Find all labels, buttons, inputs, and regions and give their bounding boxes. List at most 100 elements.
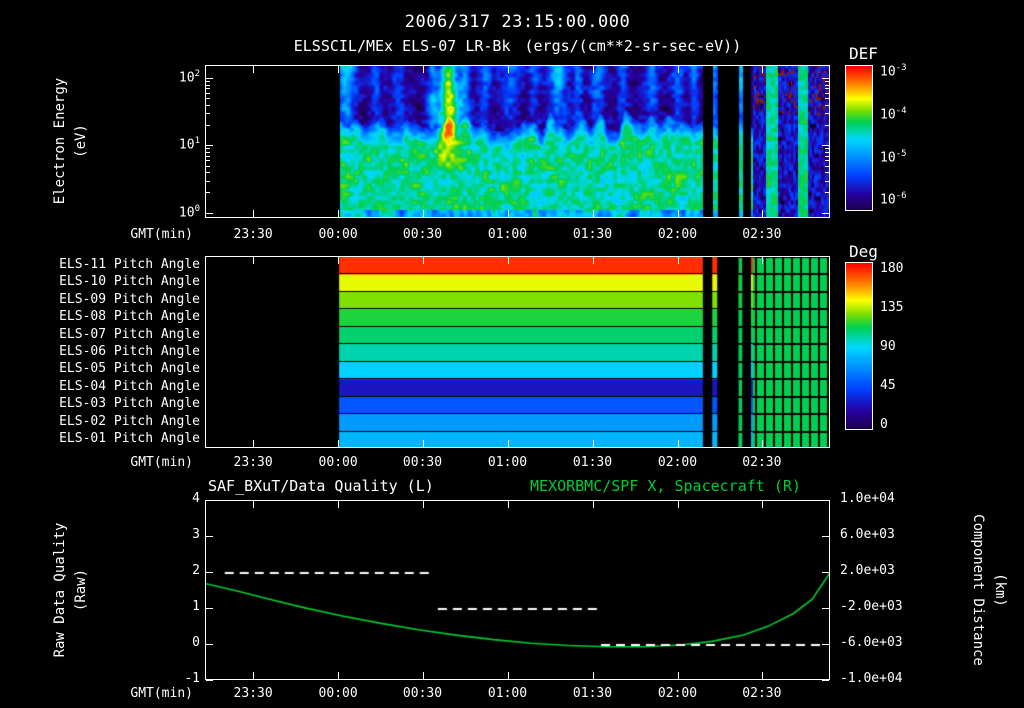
x-tick-label: 01:00 <box>487 455 528 470</box>
x-tick-label: 01:00 <box>487 227 528 242</box>
tick-mark <box>822 680 829 681</box>
tick-mark <box>592 66 594 73</box>
x-tick-label: 02:00 <box>657 686 698 701</box>
x-tick-label: 00:30 <box>402 686 443 701</box>
tick-mark <box>822 500 829 501</box>
tick-mark <box>206 151 210 153</box>
gmt-axis-label: GMT(min) <box>130 227 193 242</box>
tick-mark <box>822 536 829 537</box>
tick-mark <box>592 672 594 679</box>
left-axis-tick-label: 4 <box>192 491 200 506</box>
tick-mark <box>677 257 679 264</box>
tick-mark <box>761 210 763 217</box>
left-axis-tick-label: 3 <box>192 527 200 542</box>
tick-mark <box>825 180 829 182</box>
tick-mark <box>822 78 829 79</box>
tick-mark <box>206 155 210 157</box>
tick-mark <box>677 210 679 217</box>
pitch-row-label: ELS-01 Pitch Angle <box>59 431 200 447</box>
tick-mark <box>338 672 340 679</box>
deg-colorbar <box>845 262 873 430</box>
x-tick-label: 00:30 <box>402 227 443 242</box>
deg-colorbar-title: Deg <box>849 242 878 261</box>
right-axis-tick-label: -2.0e+03 <box>840 599 903 614</box>
tick-mark <box>206 212 213 214</box>
tick-mark <box>761 257 763 264</box>
tick-mark <box>206 88 210 90</box>
tick-mark <box>253 672 255 679</box>
left-axis-tick-label: -1 <box>184 671 200 686</box>
plot-subtitle: ELSSCIL/MEx ELS-07 LR-Bk (ergs/(cm**2-sr-… <box>155 37 880 55</box>
x-tick-label: 02:30 <box>742 227 782 242</box>
tick-mark <box>825 148 829 150</box>
right-axis-tick-label: 6.0e+03 <box>840 527 895 542</box>
pitch-row-label: ELS-07 Pitch Angle <box>59 326 200 342</box>
tick-mark <box>206 172 210 174</box>
x-tick-label: 02:00 <box>657 455 698 470</box>
pitch-row-label: ELS-11 Pitch Angle <box>59 256 200 272</box>
tick-mark <box>422 672 424 679</box>
tick-mark <box>822 145 829 147</box>
tick-mark <box>338 440 340 447</box>
x-tick-label: 02:30 <box>742 455 782 470</box>
y-axis-label-ev: (eV) <box>73 124 89 158</box>
gmt-axis-label: GMT(min) <box>130 686 193 701</box>
y-axis-label-km: (km) <box>992 573 1008 607</box>
pitch-row-label: ELS-10 Pitch Angle <box>59 274 200 290</box>
tick-mark <box>761 440 763 447</box>
tick-mark <box>825 160 829 162</box>
tick-mark <box>677 66 679 73</box>
tick-mark <box>677 501 679 508</box>
energy-tick-label: 101 <box>178 136 200 153</box>
deg-colorbar-tick-label: 180 <box>880 261 904 277</box>
tick-mark <box>825 151 829 153</box>
x-tick-label: 01:30 <box>572 686 613 701</box>
tick-mark <box>338 66 340 73</box>
tick-mark <box>507 440 509 447</box>
energy-tick-label: 100 <box>178 203 200 220</box>
pitch-angle-panel <box>205 256 830 448</box>
pitch-angle-canvas <box>206 257 829 447</box>
tick-mark <box>592 210 594 217</box>
tick-mark <box>825 125 829 127</box>
pitch-row-label: ELS-02 Pitch Angle <box>59 413 200 429</box>
left-series-title: SAF_BXuT/Data Quality (L) <box>208 477 434 495</box>
right-axis-tick-label: 2.0e+03 <box>840 563 895 578</box>
tick-mark <box>592 257 594 264</box>
line-chart-panel <box>205 500 830 680</box>
tick-mark <box>206 78 213 79</box>
page-title: 2006/317 23:15:00.000 <box>404 12 631 32</box>
left-axis-tick-label: 0 <box>192 635 200 650</box>
pitch-row-label: ELS-03 Pitch Angle <box>59 396 200 412</box>
tick-mark <box>822 644 829 645</box>
tick-mark <box>206 536 213 537</box>
tick-mark <box>825 88 829 90</box>
tick-mark <box>822 608 829 609</box>
tick-mark <box>206 92 210 94</box>
tick-mark <box>677 672 679 679</box>
tick-mark <box>338 257 340 264</box>
tick-mark <box>507 501 509 508</box>
tick-mark <box>677 440 679 447</box>
tick-mark <box>206 192 210 194</box>
tick-mark <box>253 66 255 73</box>
tick-mark <box>761 66 763 73</box>
y-axis-label-component-distance: Component Distance <box>970 514 986 666</box>
x-tick-label: 02:00 <box>657 227 698 242</box>
right-axis-tick-label: 1.0e+04 <box>840 491 895 506</box>
tick-mark <box>253 501 255 508</box>
line-chart-canvas <box>206 501 829 679</box>
tick-mark <box>206 680 213 681</box>
x-tick-label: 01:00 <box>487 686 528 701</box>
def-colorbar-tick-label: 10-5 <box>880 149 907 166</box>
x-tick-label: 23:30 <box>233 686 273 701</box>
def-colorbar-canvas <box>846 66 872 210</box>
tick-mark <box>206 81 210 83</box>
tick-mark <box>206 148 210 150</box>
tick-mark <box>825 165 829 167</box>
tick-mark <box>825 104 829 106</box>
tick-mark <box>507 66 509 73</box>
tick-mark <box>825 113 829 115</box>
tick-mark <box>422 257 424 264</box>
